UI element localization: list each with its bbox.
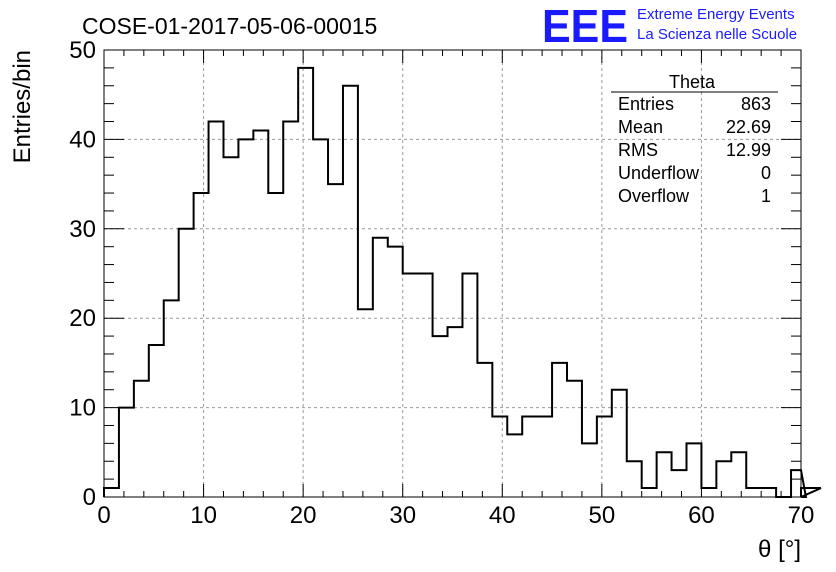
histogram-bin bbox=[358, 309, 373, 497]
stats-box: Theta Entries 863 Mean 22.69 RMS 12.99 Underfl… bbox=[611, 72, 778, 206]
histogram-bin bbox=[298, 68, 313, 497]
histogram-bin bbox=[179, 229, 194, 497]
histogram-bin bbox=[492, 417, 507, 497]
x-axis-label: θ [°] bbox=[758, 536, 801, 563]
eee-logo: EEE Extreme Energy Events La Scienza nel… bbox=[542, 0, 797, 52]
histogram-bin bbox=[537, 417, 552, 497]
histogram-bin bbox=[657, 452, 672, 497]
histogram-bin bbox=[627, 461, 642, 497]
histogram-bin bbox=[104, 488, 119, 497]
histogram-bin bbox=[373, 238, 388, 497]
stats-row-value: 22.69 bbox=[726, 117, 771, 137]
histogram-bin bbox=[761, 488, 776, 497]
histogram-bin bbox=[283, 122, 298, 497]
histogram-bin bbox=[403, 274, 418, 498]
x-tick-label: 30 bbox=[389, 502, 416, 529]
x-tick-label: 20 bbox=[290, 502, 317, 529]
stats-row-label: Entries bbox=[618, 94, 674, 114]
histogram-bin bbox=[701, 488, 716, 497]
y-tick-label: 0 bbox=[83, 484, 96, 511]
histogram-bin bbox=[672, 470, 687, 497]
histogram-bin bbox=[134, 381, 149, 497]
stats-row-label: RMS bbox=[618, 140, 658, 160]
x-tick-label: 50 bbox=[589, 502, 616, 529]
histogram-bin bbox=[253, 130, 268, 497]
histogram-bin bbox=[328, 184, 343, 497]
y-tick-label: 50 bbox=[69, 37, 96, 64]
histogram-bin bbox=[418, 274, 433, 498]
histogram-bin bbox=[343, 86, 358, 497]
histogram-bin bbox=[746, 488, 761, 497]
x-tick-label: 70 bbox=[788, 502, 815, 529]
stats-box-title: Theta bbox=[669, 72, 716, 92]
grid-lines bbox=[104, 50, 801, 497]
histogram-bin bbox=[194, 193, 209, 497]
x-tick-label: 60 bbox=[688, 502, 715, 529]
histogram-bin bbox=[268, 193, 283, 497]
y-tick-label: 10 bbox=[69, 395, 96, 422]
stats-row-value: 1 bbox=[761, 186, 771, 206]
histogram-bin bbox=[433, 336, 448, 497]
stats-row-value: 0 bbox=[761, 163, 771, 183]
histogram-bin bbox=[313, 139, 328, 497]
stats-row-label: Underflow bbox=[618, 163, 700, 183]
x-tick-label: 0 bbox=[97, 502, 110, 529]
histogram-bin bbox=[448, 327, 463, 497]
y-tick-label: 40 bbox=[69, 126, 96, 153]
stats-row-label: Overflow bbox=[618, 186, 690, 206]
histogram-bin bbox=[686, 443, 701, 497]
y-tick-label: 20 bbox=[69, 305, 96, 332]
histogram-series bbox=[103, 66, 822, 498]
histogram-outline bbox=[103, 66, 822, 498]
logo-caption-line1: Extreme Energy Events bbox=[637, 6, 795, 23]
histogram-bin bbox=[477, 363, 492, 497]
histogram-bin bbox=[567, 381, 582, 497]
chart-title: COSE-01-2017-05-06-00015 bbox=[82, 13, 377, 39]
histogram-bin bbox=[388, 247, 403, 497]
logo-caption-line2: La Scienza nelle Scuole bbox=[637, 26, 797, 43]
histogram-bin bbox=[716, 461, 731, 497]
histogram-bin bbox=[612, 390, 627, 497]
histogram-bin bbox=[223, 157, 238, 497]
histogram-bin bbox=[552, 363, 567, 497]
plot-frame bbox=[103, 49, 802, 498]
y-tick-label: 30 bbox=[69, 216, 96, 243]
histogram-bin bbox=[582, 443, 597, 497]
histogram-bin bbox=[597, 417, 612, 497]
histogram-bin bbox=[462, 274, 477, 498]
histogram-bin bbox=[209, 122, 224, 497]
x-tick-label: 10 bbox=[190, 502, 217, 529]
histogram-bin bbox=[238, 139, 253, 497]
stats-box-rows: Entries 863 Mean 22.69 RMS 12.99 Underflow 0 Ove… bbox=[618, 94, 771, 206]
stats-row-value: 863 bbox=[741, 94, 771, 114]
axis-ticks bbox=[103, 49, 802, 498]
stats-row-value: 12.99 bbox=[726, 140, 771, 160]
x-tick-label: 40 bbox=[489, 502, 516, 529]
histogram-bin bbox=[731, 452, 746, 497]
histogram-bin bbox=[522, 417, 537, 497]
histogram-bin bbox=[164, 300, 179, 497]
histogram-bin bbox=[642, 488, 657, 497]
histogram-bin bbox=[507, 434, 522, 497]
stats-row-label: Mean bbox=[618, 117, 663, 137]
histogram-bin bbox=[791, 470, 801, 497]
histogram-bin bbox=[119, 408, 134, 497]
y-axis-label: Entries/bin bbox=[9, 50, 36, 163]
histogram-bin bbox=[149, 345, 164, 497]
eee-logo-mark: EEE bbox=[542, 0, 628, 52]
